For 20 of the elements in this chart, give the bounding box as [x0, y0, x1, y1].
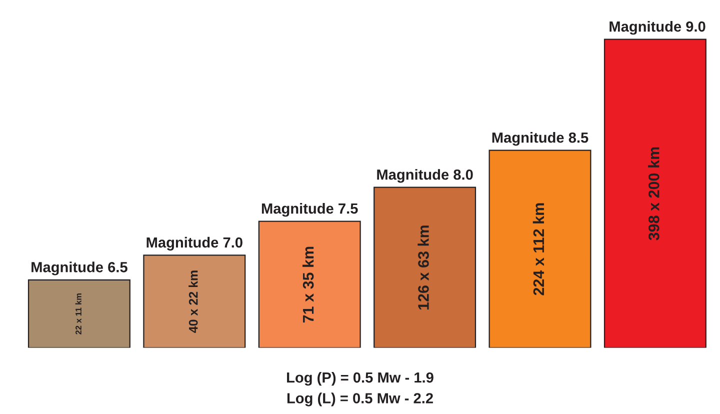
annotation: 224 x 112 km	[532, 203, 544, 296]
bar	[374, 186, 476, 348]
annotation: 40 x 22 km	[188, 270, 198, 333]
annotation: 126 x 63 km	[418, 226, 429, 310]
x-tick-label: Magnitude 7.5	[262, 203, 358, 217]
bar	[143, 254, 246, 348]
x-tick-label: Magnitude 9.0	[610, 21, 706, 35]
x-tick-label: Magnitude 8.5	[492, 132, 588, 146]
text: Log (L) = 0.5 Mw - 2.2	[287, 392, 433, 406]
x-tick-label: Magnitude 7.0	[146, 236, 242, 251]
bar	[604, 38, 706, 348]
text: Log (P) = 0.5 Mw - 1.9	[287, 372, 434, 386]
bar	[258, 220, 361, 348]
annotation: 71 x 35 km	[302, 246, 314, 323]
bar	[28, 279, 130, 348]
x-tick-label: Magnitude 6.5	[32, 262, 128, 276]
bar	[488, 150, 592, 348]
annotation: 398 x 200 km	[648, 147, 660, 240]
annotation: 22 x 11 km	[75, 293, 82, 334]
x-tick-label: Magnitude 8.0	[377, 169, 473, 183]
